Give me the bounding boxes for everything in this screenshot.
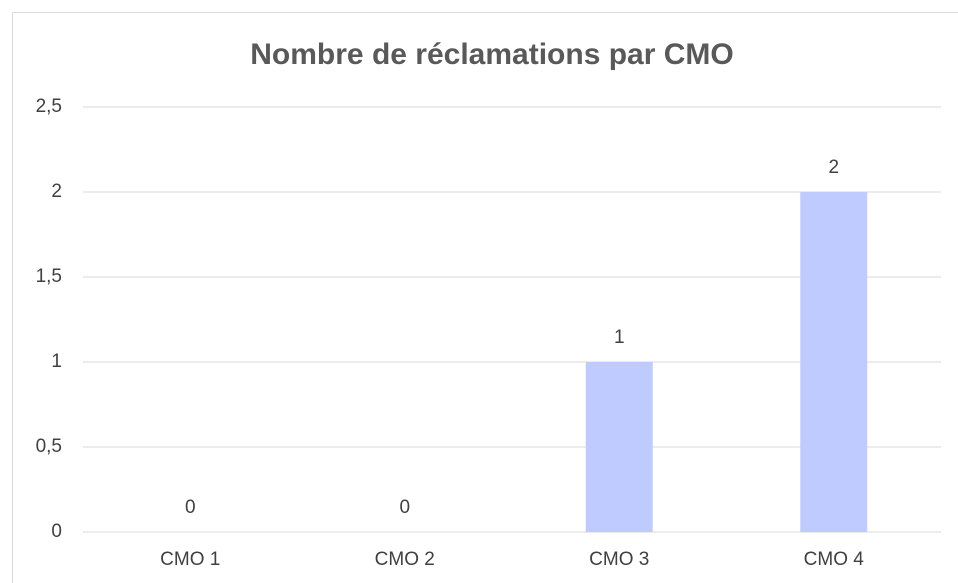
data-label: 1 [614,327,625,348]
y-tick-label: 0 [51,521,62,542]
x-tick-label: CMO 3 [589,549,649,570]
data-label: 2 [828,157,839,178]
bar [585,362,653,532]
x-tick-label: CMO 1 [160,549,220,570]
data-label: 0 [399,497,410,518]
bar [800,192,868,532]
y-tick-label: 0,5 [36,436,62,457]
y-tick-label: 1,5 [36,266,62,287]
data-label: 0 [185,497,196,518]
y-tick-label: 1 [51,351,62,372]
x-tick-label: CMO 4 [804,549,865,570]
y-tick-label: 2 [51,181,62,202]
y-tick-label: 2,5 [36,96,62,117]
x-tick-label: CMO 2 [375,549,435,570]
chart-title: Nombre de réclamations par CMO [250,38,733,71]
